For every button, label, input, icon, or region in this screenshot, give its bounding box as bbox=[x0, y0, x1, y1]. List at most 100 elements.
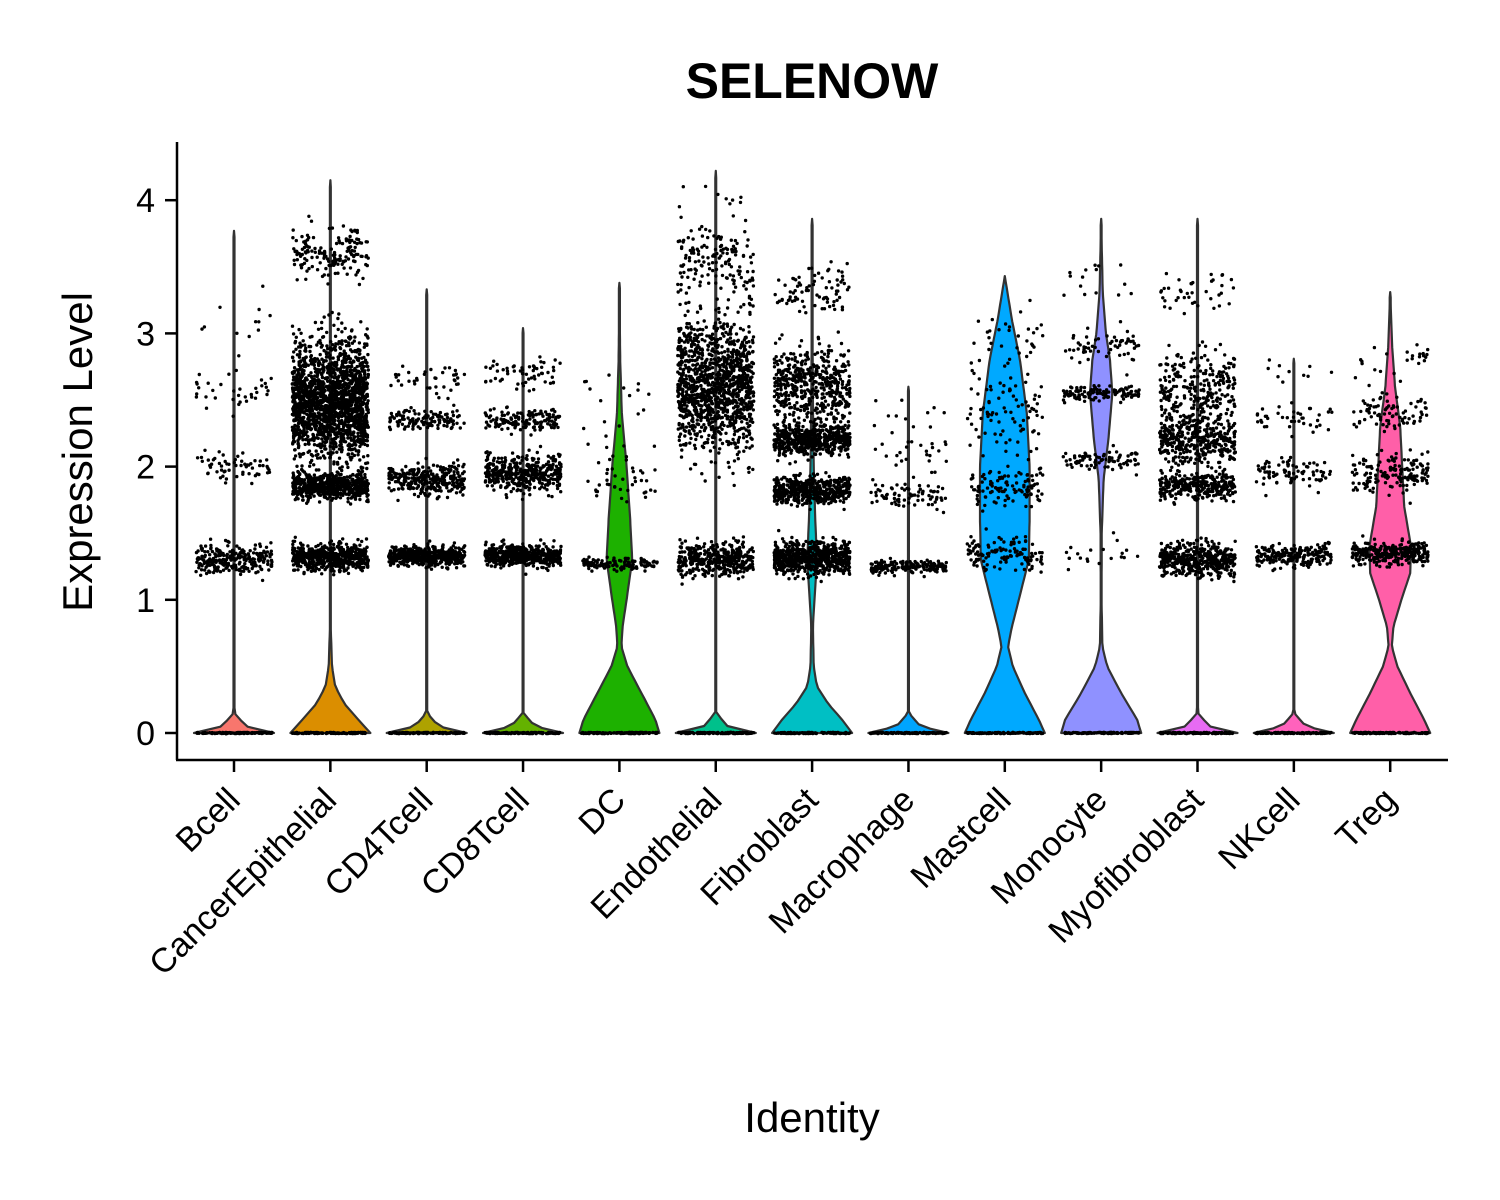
data-point bbox=[337, 367, 341, 371]
data-point bbox=[452, 373, 456, 377]
data-point bbox=[353, 245, 357, 250]
data-point bbox=[448, 489, 453, 493]
data-point bbox=[206, 458, 210, 462]
data-point bbox=[195, 456, 200, 460]
data-point bbox=[332, 447, 336, 451]
data-point bbox=[338, 403, 342, 407]
data-point bbox=[254, 386, 258, 390]
data-point bbox=[445, 415, 450, 420]
data-point bbox=[365, 393, 369, 397]
data-point bbox=[310, 458, 314, 463]
data-point bbox=[433, 564, 437, 568]
data-point bbox=[330, 562, 335, 566]
data-point bbox=[363, 372, 367, 377]
data-point bbox=[328, 444, 332, 449]
data-point bbox=[342, 561, 346, 566]
data-point bbox=[332, 491, 336, 495]
data-point bbox=[355, 241, 359, 246]
data-point bbox=[203, 568, 207, 572]
data-point bbox=[348, 348, 353, 352]
data-point bbox=[293, 402, 297, 406]
data-point bbox=[331, 388, 335, 392]
data-point bbox=[360, 254, 364, 259]
plot-area bbox=[192, 169, 1432, 736]
data-point bbox=[300, 396, 304, 401]
data-point bbox=[203, 544, 208, 548]
data-point bbox=[219, 464, 224, 468]
data-point bbox=[258, 564, 262, 569]
data-point bbox=[391, 730, 396, 735]
data-point bbox=[206, 550, 210, 554]
data-point bbox=[294, 496, 299, 500]
data-point bbox=[343, 326, 347, 331]
data-point bbox=[493, 730, 498, 735]
data-point bbox=[428, 477, 433, 481]
data-point bbox=[260, 578, 265, 583]
data-point bbox=[330, 488, 334, 492]
data-point bbox=[333, 373, 337, 377]
data-point bbox=[237, 354, 241, 358]
data-point bbox=[445, 560, 450, 564]
data-point bbox=[345, 272, 349, 276]
data-point bbox=[365, 545, 369, 549]
data-point bbox=[294, 249, 299, 253]
data-point bbox=[253, 459, 257, 463]
data-point bbox=[315, 556, 319, 560]
data-point bbox=[357, 396, 361, 400]
data-point bbox=[244, 558, 248, 563]
data-point bbox=[256, 552, 260, 556]
data-point bbox=[270, 560, 274, 564]
data-point bbox=[557, 731, 561, 736]
data-point bbox=[342, 480, 347, 484]
data-point bbox=[346, 545, 350, 550]
data-point bbox=[247, 472, 251, 476]
data-point bbox=[326, 282, 330, 286]
data-point bbox=[256, 570, 260, 574]
data-point bbox=[366, 410, 370, 415]
data-point bbox=[417, 412, 421, 416]
data-point bbox=[328, 409, 333, 413]
data-point bbox=[421, 476, 425, 480]
data-point bbox=[348, 266, 353, 270]
data-point bbox=[403, 553, 407, 557]
data-point bbox=[343, 440, 348, 444]
data-point bbox=[336, 378, 340, 382]
data-point bbox=[347, 238, 351, 242]
data-point bbox=[339, 450, 344, 454]
data-point bbox=[320, 545, 325, 549]
data-point bbox=[297, 552, 302, 556]
data-point bbox=[301, 339, 305, 343]
data-point bbox=[293, 568, 297, 572]
data-point bbox=[293, 448, 297, 452]
data-point bbox=[240, 548, 244, 552]
data-point bbox=[365, 499, 369, 503]
data-point bbox=[423, 370, 427, 374]
data-point bbox=[203, 448, 207, 452]
data-point bbox=[301, 469, 305, 473]
data-point bbox=[357, 371, 361, 375]
data-point bbox=[350, 386, 355, 390]
data-point bbox=[389, 383, 393, 388]
data-point bbox=[451, 410, 455, 414]
data-point bbox=[291, 440, 295, 445]
data-point bbox=[307, 266, 311, 271]
data-point bbox=[292, 247, 296, 251]
data-point bbox=[396, 498, 400, 503]
data-point bbox=[268, 313, 272, 318]
data-point bbox=[409, 549, 414, 554]
data-point bbox=[309, 569, 314, 573]
data-point bbox=[397, 418, 402, 423]
data-point bbox=[340, 468, 344, 473]
data-point bbox=[338, 254, 342, 258]
data-point bbox=[253, 547, 257, 551]
data-point bbox=[252, 557, 256, 561]
data-point bbox=[352, 557, 356, 561]
data-point bbox=[332, 437, 336, 441]
data-point bbox=[360, 559, 364, 564]
data-point bbox=[320, 449, 324, 454]
data-point bbox=[241, 470, 245, 474]
data-point bbox=[326, 451, 330, 455]
data-point bbox=[346, 354, 351, 358]
data-point bbox=[306, 499, 310, 504]
data-point bbox=[223, 459, 227, 464]
